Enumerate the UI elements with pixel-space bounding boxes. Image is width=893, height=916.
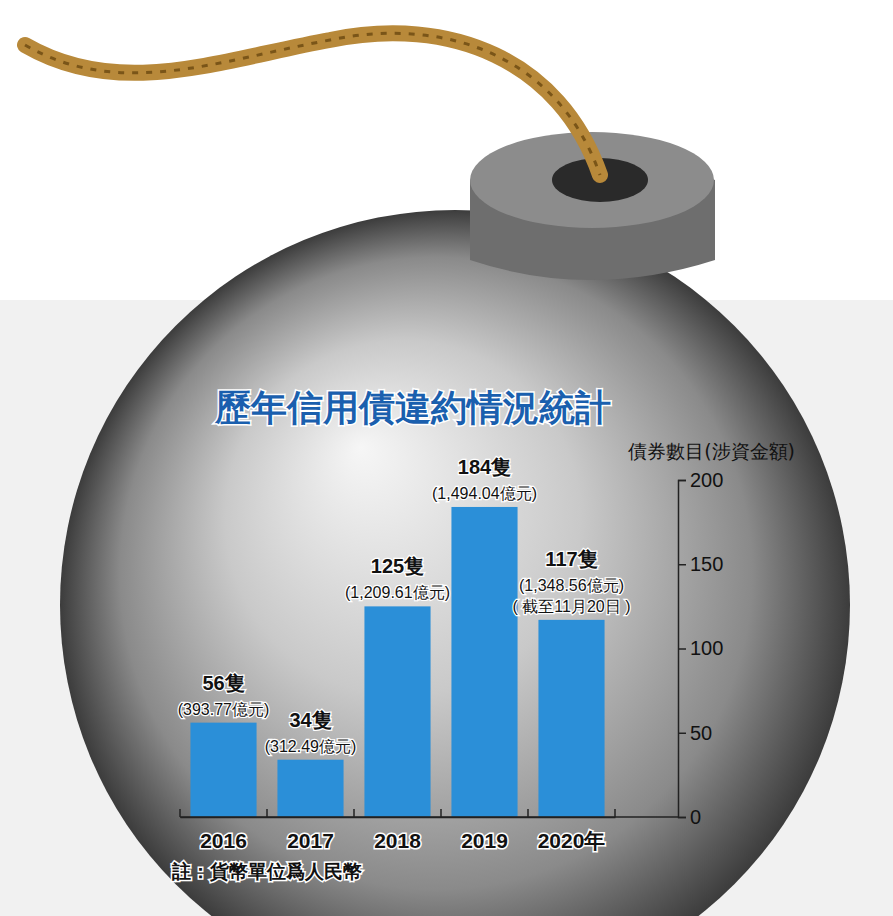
y-tick-label: 100 bbox=[690, 637, 723, 659]
y-tick-mark bbox=[678, 648, 686, 650]
y-tick: 0 bbox=[678, 806, 701, 828]
bar bbox=[190, 723, 256, 817]
bomb-body bbox=[60, 210, 850, 916]
bar bbox=[277, 760, 343, 817]
bars bbox=[190, 507, 604, 817]
category-separator bbox=[266, 809, 268, 817]
chart-root: 歷年信用債違約情況統計債券數目(涉資金額)0501001502002016201… bbox=[0, 0, 893, 916]
footnote: 註：貨幣單位爲人民幣 bbox=[171, 860, 362, 882]
y-tick: 50 bbox=[678, 722, 712, 744]
y-tick-mark bbox=[678, 733, 686, 735]
y-axis-line bbox=[679, 481, 687, 818]
y-tick-label: 200 bbox=[690, 469, 723, 491]
baseline bbox=[180, 816, 678, 818]
x-tick: 2019 bbox=[461, 817, 508, 852]
x-tick: 2016 bbox=[200, 817, 247, 852]
amount-label: (1,209.61億元) bbox=[345, 584, 450, 601]
x-tick: 2017 bbox=[287, 817, 334, 852]
y-axis-title: 債券數目(涉資金額) bbox=[628, 440, 795, 462]
x-tick-label: 2016 bbox=[200, 829, 247, 852]
title: 歷年信用債違約情況統計 bbox=[214, 386, 611, 428]
data-labels: (393.77億元) 56隻 (312.49億元) 34隻 (1,209.61億元) 12… bbox=[178, 456, 631, 755]
value-label: 184隻 bbox=[458, 456, 511, 478]
bar bbox=[451, 507, 517, 817]
y-tick-label: 50 bbox=[690, 722, 712, 744]
y-tick-mark bbox=[678, 817, 686, 819]
y-tick-mark bbox=[678, 564, 686, 566]
value-label: 56隻 bbox=[202, 672, 244, 694]
fuse-twist bbox=[25, 33, 600, 175]
annotation: ( 截至11月20日 ) bbox=[513, 598, 631, 615]
value-label: 125隻 bbox=[371, 555, 424, 577]
category-separator bbox=[353, 809, 355, 817]
y-tick-mark bbox=[678, 480, 686, 482]
x-tick-label: 2020年 bbox=[538, 829, 606, 852]
amount-label: (1,494.04億元) bbox=[432, 485, 537, 502]
x-tick-label: 2019 bbox=[461, 829, 508, 852]
background bbox=[0, 0, 893, 916]
y-tick-label: 150 bbox=[690, 553, 723, 575]
bar bbox=[538, 620, 604, 817]
category-separator bbox=[440, 809, 442, 817]
y-axis: 0 50 100 150 200 bbox=[678, 469, 723, 828]
y-tick-label: 0 bbox=[690, 806, 701, 828]
category-separator bbox=[527, 809, 529, 817]
x-axis: 2016 2017 2018 2019 2020年 bbox=[181, 817, 616, 852]
x-tick-label: 2018 bbox=[374, 829, 421, 852]
x-tick: 2020年 bbox=[538, 817, 606, 852]
value-label: 117隻 bbox=[545, 548, 597, 570]
y-tick: 200 bbox=[678, 469, 723, 491]
amount-label: (312.49億元) bbox=[265, 738, 357, 755]
y-tick: 150 bbox=[678, 553, 723, 575]
category-separator bbox=[179, 809, 181, 817]
x-tick-label: 2017 bbox=[287, 829, 334, 852]
category-separator bbox=[614, 809, 616, 817]
bar bbox=[364, 606, 430, 817]
amount-label: (1,348.56億元) bbox=[519, 577, 624, 594]
amount-label: (393.77億元) bbox=[178, 701, 270, 718]
fuse bbox=[25, 33, 600, 175]
x-tick: 2018 bbox=[374, 817, 421, 852]
value-label: 34隻 bbox=[289, 709, 331, 731]
y-tick: 100 bbox=[678, 637, 723, 659]
